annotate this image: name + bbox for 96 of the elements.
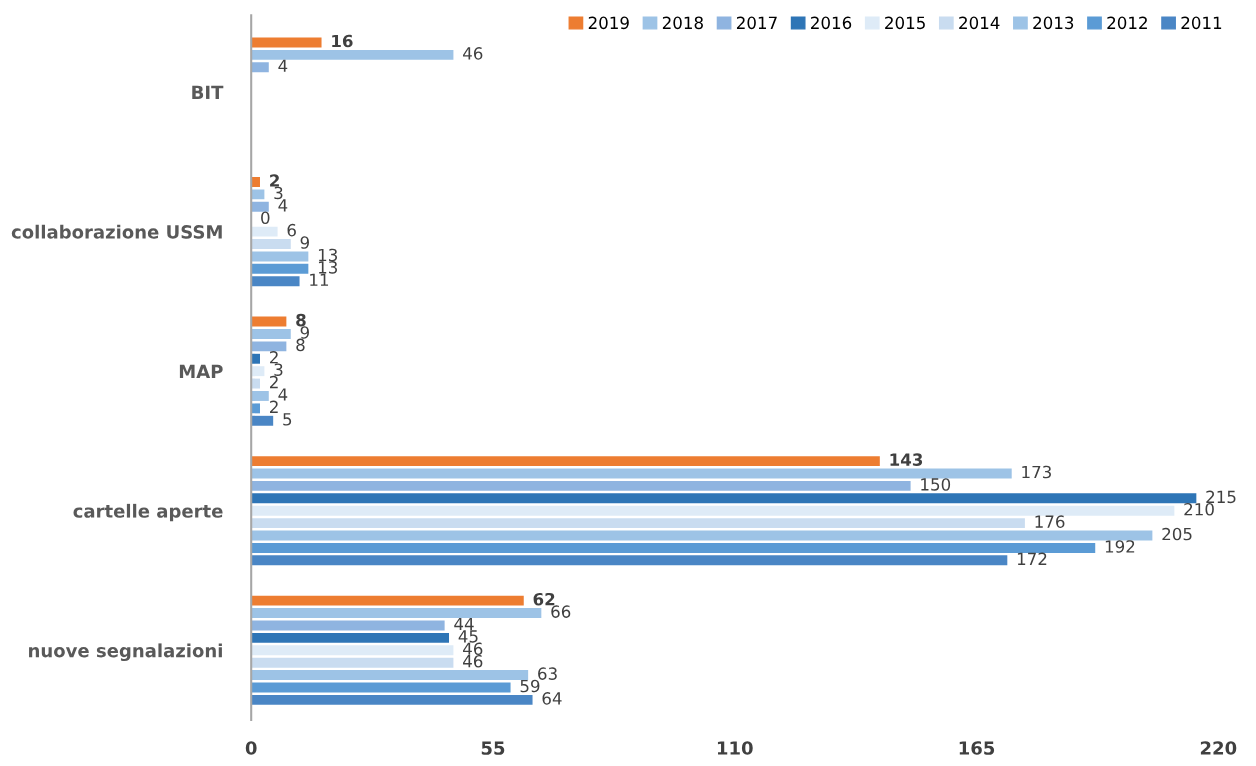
data-label: 176 [1035, 515, 1065, 528]
legend-label: 2017 [736, 16, 777, 30]
bar [251, 366, 265, 377]
data-label: 2 [270, 400, 278, 413]
data-label: 4 [278, 388, 288, 401]
data-label: 172 [1017, 552, 1047, 565]
data-label: 2 [270, 350, 278, 364]
legend-label: 2012 [1107, 16, 1147, 30]
data-label: 6 [287, 223, 296, 237]
bar [251, 608, 542, 619]
bar [251, 620, 445, 631]
data-label: 4 [278, 199, 288, 212]
bar [251, 645, 454, 656]
data-label: 210 [1184, 502, 1214, 516]
x-tick-label: 0 [245, 741, 257, 755]
bar [251, 595, 524, 606]
data-label: 46 [463, 642, 483, 656]
legend-label: 2014 [959, 16, 1000, 30]
bar [251, 518, 1025, 529]
data-label: 13 [318, 248, 338, 262]
bar [251, 542, 1096, 553]
legend-label: 2019 [588, 16, 629, 30]
data-label: 205 [1162, 527, 1192, 541]
bar [251, 505, 1175, 516]
data-label: 16 [332, 34, 353, 48]
data-label: 9 [300, 236, 309, 249]
bar [251, 239, 291, 249]
bar [251, 251, 309, 262]
bar [251, 263, 309, 274]
x-tick-label: 55 [481, 741, 505, 755]
data-label: 173 [1022, 465, 1051, 479]
bar [251, 189, 265, 200]
bar [251, 276, 300, 287]
legend-label: 2013 [1033, 16, 1074, 30]
bar [251, 670, 529, 681]
data-label: 11 [310, 273, 329, 286]
y-tick-label: BIT [192, 85, 224, 99]
bar [251, 682, 511, 693]
legend-label: 2011 [1181, 16, 1222, 30]
bar [251, 493, 1197, 504]
data-label: 4 [278, 59, 288, 72]
bar [251, 415, 274, 426]
bar [251, 37, 322, 48]
bar [251, 555, 1008, 566]
bar [251, 62, 269, 73]
bar [251, 468, 1012, 479]
data-label: 192 [1105, 540, 1135, 553]
x-tick-label: 110 [717, 741, 753, 755]
bar [251, 632, 450, 643]
bar [251, 456, 880, 467]
legend-label: 2015 [885, 16, 925, 30]
bar [251, 694, 533, 705]
data-label: 2 [270, 174, 279, 187]
data-label: 143 [890, 453, 923, 466]
data-label: 8 [296, 313, 306, 327]
x-tick-label: 220 [1200, 741, 1237, 755]
data-label: 44 [454, 617, 474, 631]
bar [251, 403, 260, 414]
data-label: 215 [1206, 490, 1236, 504]
data-label: 46 [463, 47, 483, 60]
bar [251, 226, 278, 237]
x-tick-label: 165 [959, 741, 995, 755]
data-label: 59 [520, 679, 540, 693]
y-tick-label: nuove segnalazioni [29, 643, 222, 662]
bar [251, 316, 287, 327]
data-label: 45 [458, 630, 478, 643]
legend-label: 2018 [662, 16, 703, 30]
bar [251, 201, 269, 212]
bar [251, 657, 454, 668]
legend-label: 2016 [811, 16, 852, 30]
data-label: 2 [270, 375, 278, 389]
bar [251, 328, 291, 339]
data-label: 64 [542, 692, 562, 705]
bar [251, 480, 911, 491]
y-tick-label: collaborazione USSM [11, 224, 222, 239]
bar [251, 378, 260, 389]
bar [251, 177, 260, 187]
data-label: 46 [463, 654, 483, 668]
data-label: 66 [551, 605, 571, 618]
bar [251, 530, 1153, 541]
data-label: 3 [274, 186, 283, 200]
data-label: 5 [283, 413, 292, 426]
data-label: 8 [296, 338, 305, 352]
y-tick-label: cartelle aperte [73, 503, 223, 522]
y-tick-label: MAP [179, 364, 223, 379]
data-label: 3 [274, 363, 283, 376]
bar [251, 391, 269, 401]
data-label: 150 [921, 478, 951, 491]
data-label: 0 [261, 211, 270, 225]
bar [251, 341, 287, 352]
data-label: 62 [533, 592, 555, 606]
data-label: 9 [300, 326, 309, 339]
bar [251, 353, 260, 364]
data-label: 13 [318, 261, 338, 274]
bar [251, 49, 454, 60]
data-label: 63 [538, 667, 557, 680]
